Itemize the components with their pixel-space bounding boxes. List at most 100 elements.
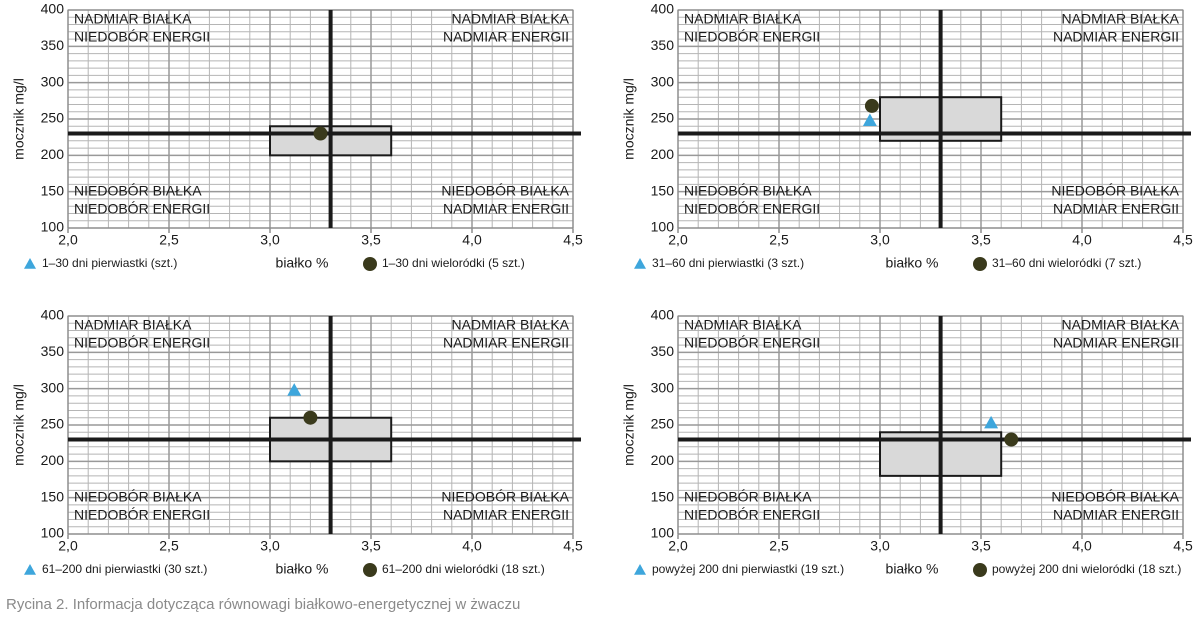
- y-tick-label: 200: [41, 452, 65, 468]
- point: [984, 415, 999, 429]
- quadrant-label: NIEDOBÓR BIAŁKA: [684, 183, 812, 199]
- legend-label: 61–200 dni wieloródki (18 szt.): [382, 562, 545, 576]
- y-tick-label: 300: [41, 379, 65, 395]
- y-tick-label: 100: [41, 525, 65, 541]
- x-tick-label: 2,0: [668, 232, 688, 248]
- y-tick-label: 150: [651, 488, 675, 504]
- plot-border: [677, 9, 1184, 229]
- quadrant-label: NIEDOBÓR BIAŁKA: [74, 489, 202, 505]
- x-tick-label: 2,0: [668, 538, 688, 554]
- legend-marker: [634, 258, 646, 269]
- x-tick-label: 4,5: [563, 232, 583, 248]
- x-tick-label: 2,5: [769, 232, 789, 248]
- x-axis-label: białko %: [276, 561, 329, 577]
- y-tick-label: 350: [651, 37, 675, 53]
- x-axis-label: białko %: [886, 255, 939, 271]
- y-axis-label: mocznik mg/l: [11, 78, 27, 160]
- x-tick-label: 4,5: [1173, 232, 1193, 248]
- x-tick-label: 4,0: [1072, 538, 1092, 554]
- quadrant-label: NADMIAR BIAŁKA: [684, 11, 802, 27]
- legend-marker: [24, 258, 36, 269]
- legend-label: 31–60 dni wieloródki (7 szt.): [992, 256, 1141, 270]
- panel: 2,0 2,5 3,0 3,5 4,0 4,5 100 150 200 250 300 350 400 m…: [621, 307, 1193, 577]
- y-tick-label: 150: [41, 488, 65, 504]
- x-tick-label: 3,0: [870, 538, 890, 554]
- quadrant-label: NIEDOBÓR ENERGII: [74, 507, 210, 523]
- x-tick-label: 4,5: [563, 538, 583, 554]
- legend-marker: [634, 564, 646, 575]
- quadrant-label: NADMIAR ENERGII: [1053, 335, 1179, 351]
- y-tick-label: 200: [651, 146, 675, 162]
- y-tick-label: 400: [651, 307, 675, 323]
- legend-label: powyżej 200 dni pierwiastki (19 szt.): [652, 562, 844, 576]
- quadrant-label: NADMIAR ENERGII: [443, 29, 569, 45]
- point: [303, 410, 318, 425]
- x-tick-label: 2,5: [159, 232, 179, 248]
- y-tick-label: 100: [651, 525, 675, 541]
- y-tick-label: 300: [651, 379, 675, 395]
- y-tick-label: 250: [651, 416, 675, 432]
- plot-border: [67, 9, 574, 229]
- quadrant-label: NIEDOBÓR ENERGII: [74, 335, 210, 351]
- quadrant-label: NIEDOBÓR BIAŁKA: [684, 489, 812, 505]
- y-tick-label: 300: [651, 73, 675, 89]
- x-tick-label: 2,0: [58, 538, 78, 554]
- y-axis-label: mocznik mg/l: [621, 384, 637, 466]
- legend-label: powyżej 200 dni wieloródki (18 szt.): [992, 562, 1181, 576]
- x-tick-label: 3,5: [361, 538, 381, 554]
- legend-marker: [973, 257, 987, 271]
- y-tick-label: 250: [41, 110, 65, 126]
- y-tick-label: 100: [651, 219, 675, 235]
- x-tick-label: 3,5: [361, 232, 381, 248]
- quadrant-label: NIEDOBÓR BIAŁKA: [441, 489, 569, 505]
- quadrant-label: NADMIAR ENERGII: [1053, 507, 1179, 523]
- quadrant-label: NADMIAR BIAŁKA: [1062, 317, 1180, 333]
- quadrant-label: NIEDOBÓR ENERGII: [74, 201, 210, 217]
- legend-label: 1–30 dni pierwiastki (szt.): [42, 256, 177, 270]
- quadrant-label: NADMIAR BIAŁKA: [74, 317, 192, 333]
- quadrant-label: NADMIAR ENERGII: [1053, 29, 1179, 45]
- y-tick-label: 150: [651, 182, 675, 198]
- caption: Rycina 2. Informacja dotycząca równowagi…: [6, 596, 520, 613]
- legend-marker: [363, 563, 377, 577]
- quadrant-label: NIEDOBÓR ENERGII: [684, 201, 820, 217]
- y-tick-label: 400: [41, 307, 65, 323]
- quadrant-label: NADMIAR BIAŁKA: [74, 11, 192, 27]
- quadrant-label: NIEDOBÓR ENERGII: [684, 507, 820, 523]
- x-tick-label: 2,5: [159, 538, 179, 554]
- quadrant-label: NADMIAR ENERGII: [443, 507, 569, 523]
- x-axis-label: białko %: [886, 561, 939, 577]
- y-axis-label: mocznik mg/l: [11, 384, 27, 466]
- y-tick-label: 150: [41, 182, 65, 198]
- quadrant-label: NADMIAR BIAŁKA: [452, 11, 570, 27]
- quadrant-label: NADMIAR BIAŁKA: [684, 317, 802, 333]
- quadrant-label: NIEDOBÓR BIAŁKA: [74, 183, 202, 199]
- point: [1004, 432, 1019, 447]
- quadrant-label: NADMIAR BIAŁKA: [452, 317, 570, 333]
- x-tick-label: 3,0: [260, 538, 280, 554]
- x-tick-label: 4,5: [1173, 538, 1193, 554]
- y-tick-label: 250: [41, 416, 65, 432]
- x-tick-label: 3,5: [971, 232, 991, 248]
- quadrant-label: NIEDOBÓR BIAŁKA: [1051, 489, 1179, 505]
- point: [287, 383, 302, 396]
- quadrant-label: NIEDOBÓR BIAŁKA: [441, 183, 569, 199]
- y-tick-label: 250: [651, 110, 675, 126]
- x-tick-label: 4,0: [462, 538, 482, 554]
- y-axis-label: mocznik mg/l: [621, 78, 637, 160]
- legend-label: 31–60 dni pierwiastki (3 szt.): [652, 256, 804, 270]
- y-tick-label: 350: [651, 343, 675, 359]
- y-tick-label: 400: [651, 1, 675, 17]
- point: [313, 126, 328, 141]
- quadrant-label: NIEDOBÓR ENERGII: [74, 29, 210, 45]
- x-tick-label: 3,5: [971, 538, 991, 554]
- x-tick-label: 3,0: [870, 232, 890, 248]
- x-tick-label: 3,0: [260, 232, 280, 248]
- legend-marker: [24, 564, 36, 575]
- panel: 2,0 2,5 3,0 3,5 4,0 4,5 100 150 200 250 300 350 400 m…: [11, 307, 583, 577]
- x-axis-label: białko %: [276, 255, 329, 271]
- y-tick-label: 100: [41, 219, 65, 235]
- y-tick-label: 350: [41, 343, 65, 359]
- plot-border: [677, 315, 1184, 535]
- legend-label: 1–30 dni wieloródki (5 szt.): [382, 256, 525, 270]
